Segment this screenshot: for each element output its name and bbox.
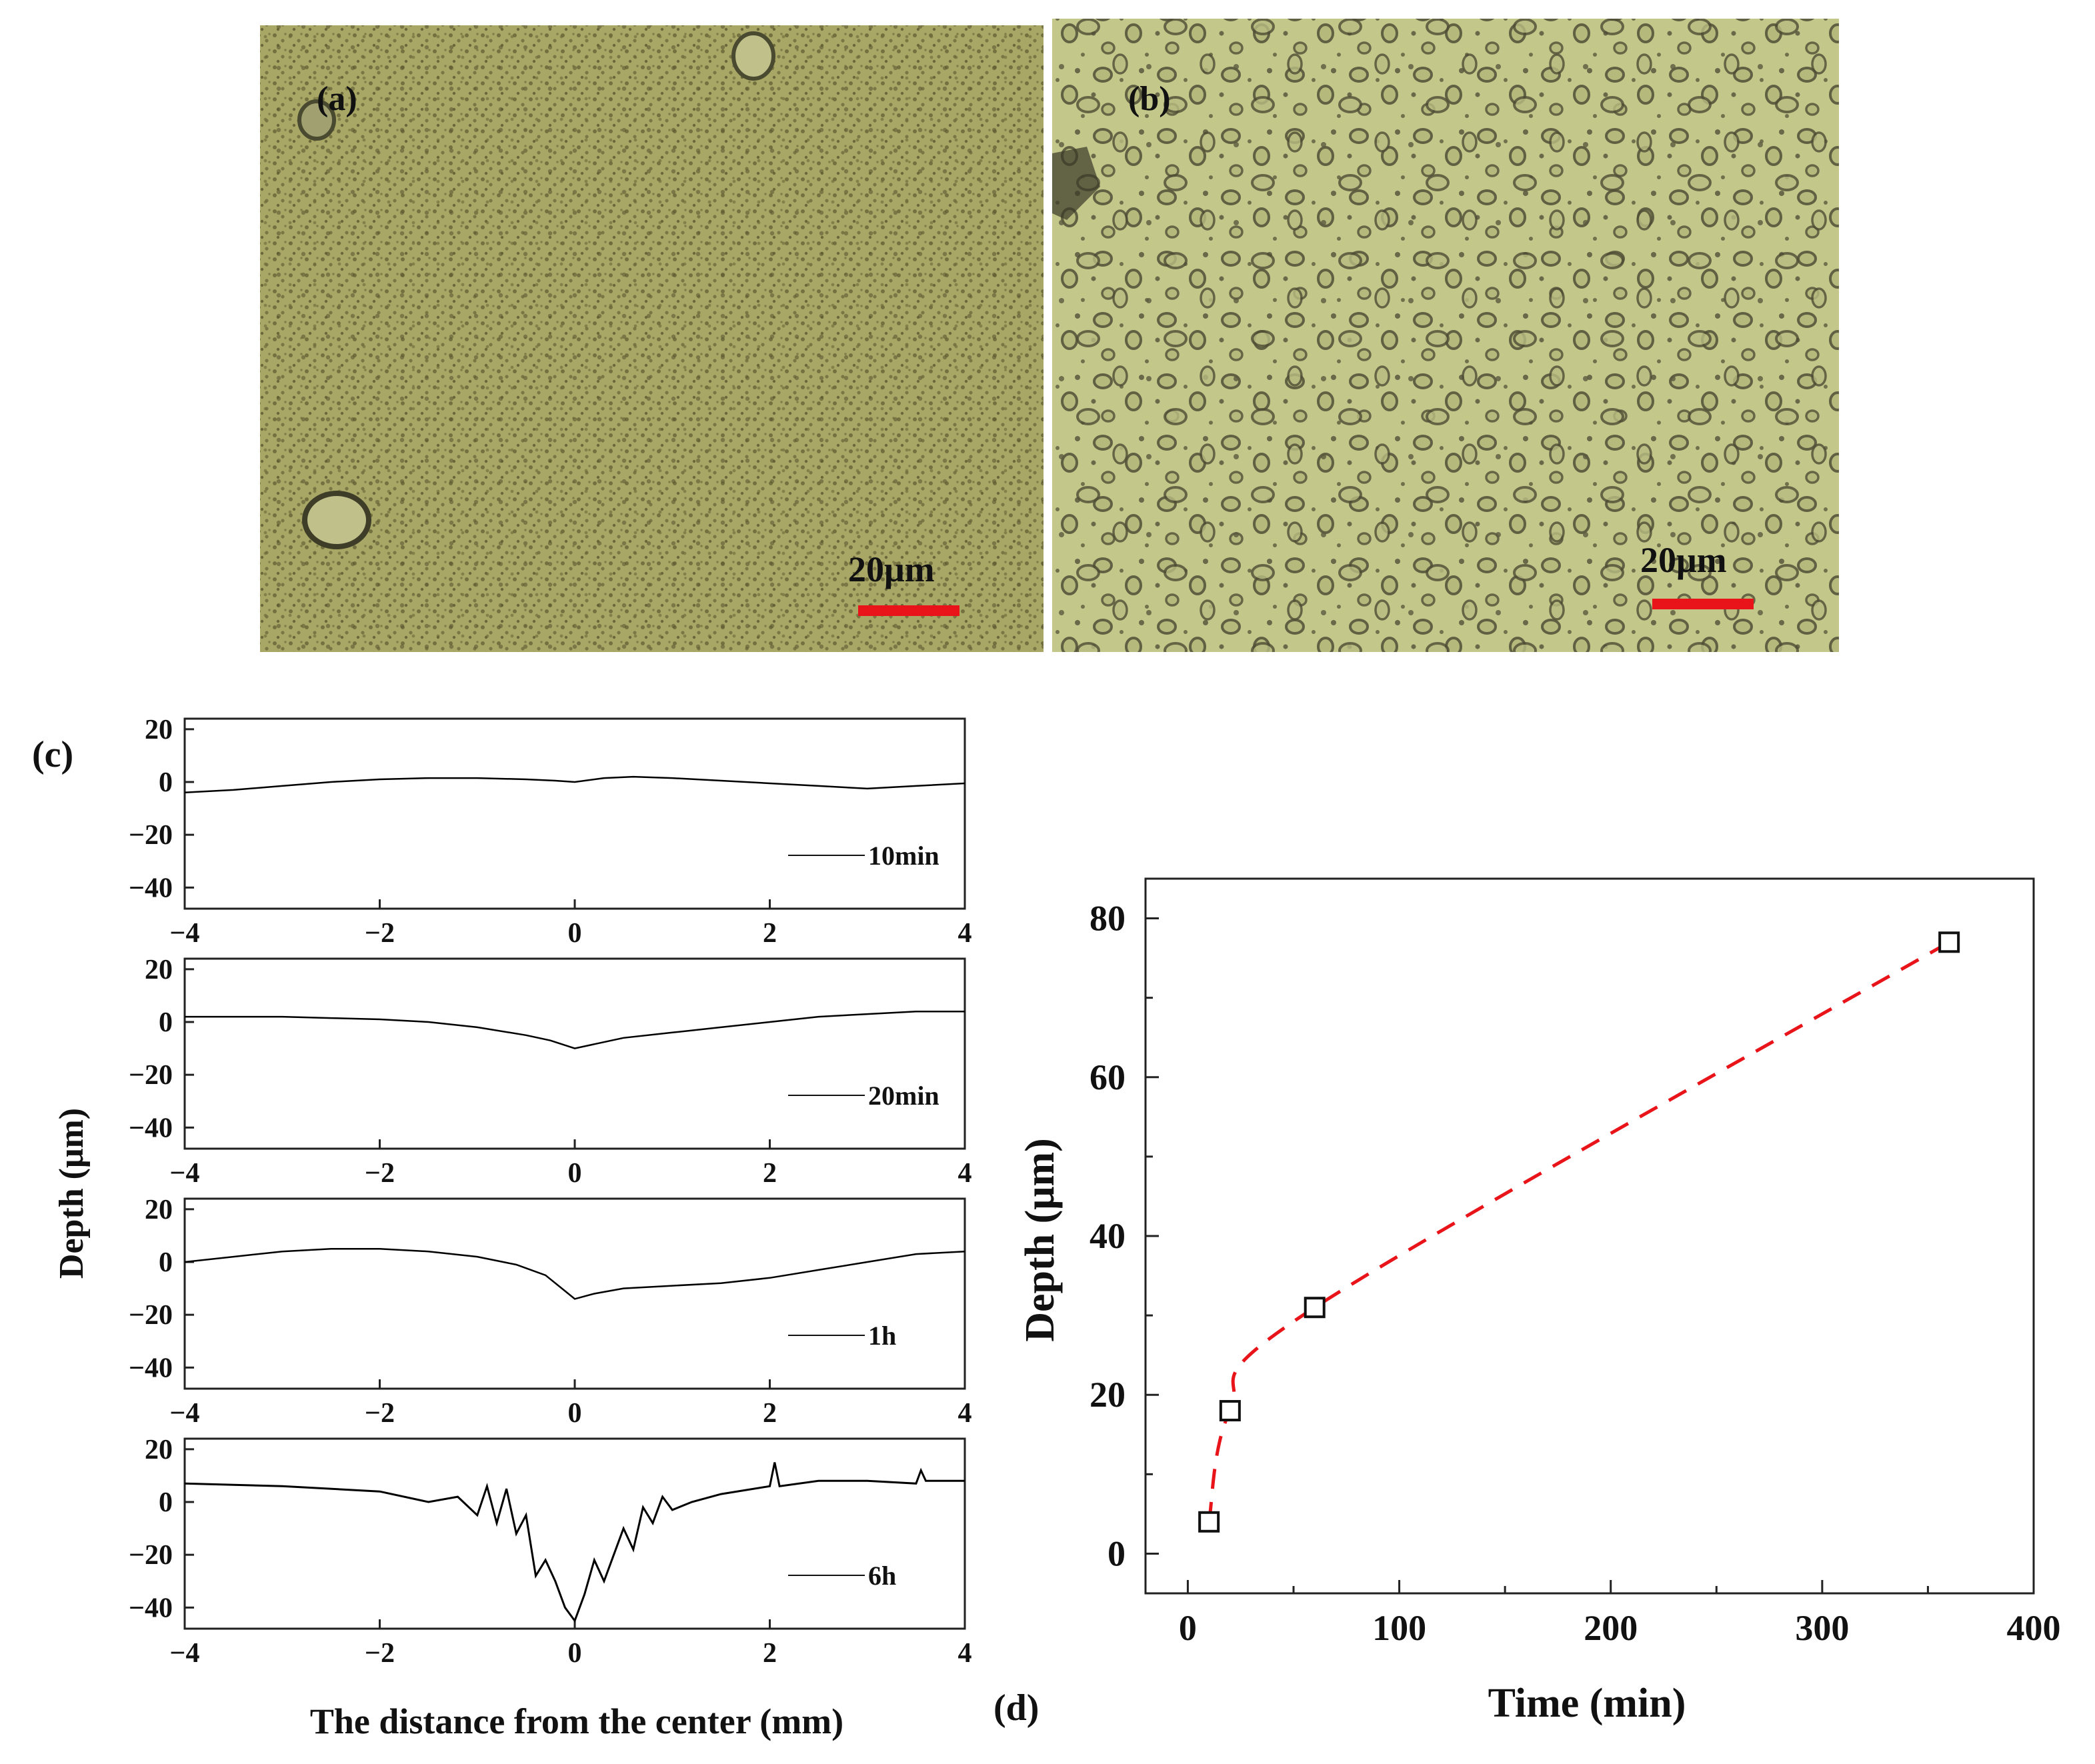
x-tick-label: −2 [365, 1158, 395, 1189]
micrograph-a-pit [297, 99, 336, 141]
x-tick-label: −2 [365, 918, 395, 949]
x-tick-label: 0 [568, 918, 582, 949]
data-point [1198, 1511, 1220, 1533]
data-point [1938, 931, 1960, 953]
fit-line [1207, 941, 1950, 1523]
x-tick-label: −2 [365, 1638, 395, 1669]
x-tick-label: 4 [958, 1638, 972, 1669]
x-tick-label: 2 [763, 918, 777, 949]
y-tick-label: −20 [129, 1060, 173, 1091]
y-tick-label: −40 [129, 1593, 173, 1623]
y-tick-label: 0 [159, 1007, 173, 1038]
panel-d-ylabel: Depth (μm) [1017, 1138, 1063, 1342]
x-tick-label: 200 [1584, 1608, 1638, 1648]
subplot-frame [183, 1437, 966, 1630]
x-tick-label: −4 [170, 1398, 200, 1429]
x-tick-label: 0 [1179, 1608, 1197, 1648]
x-tick-label: 300 [1795, 1608, 1849, 1648]
subplot-frame [183, 957, 966, 1150]
x-tick-label: 2 [763, 1158, 777, 1189]
micrograph-a-pit [302, 491, 371, 549]
x-tick-label: 100 [1372, 1608, 1426, 1648]
panel-c-xlabel: The distance from the center (mm) [310, 1701, 843, 1741]
y-tick-label: 20 [145, 1195, 173, 1225]
legend-label: 6h [868, 1561, 896, 1591]
scalebar-a-label: 20μm [848, 549, 935, 589]
panel-c-ylabel: Depth (μm) [53, 1108, 91, 1279]
y-tick-label: 0 [159, 767, 173, 798]
y-tick-label: −40 [129, 1353, 173, 1383]
legend-label: 1h [868, 1321, 896, 1351]
y-tick-label: 20 [145, 955, 173, 985]
y-tick-label: −20 [129, 820, 173, 851]
profile-series-line [184, 1462, 965, 1623]
micrograph-a: (a) 20μm [260, 25, 1043, 652]
y-tick-label: 40 [1090, 1216, 1126, 1256]
y-tick-label: −20 [129, 1540, 173, 1571]
micrograph-a-pit [731, 31, 775, 81]
scalebar-b-label: 20μm [1640, 540, 1727, 580]
scalebar-b [1652, 599, 1754, 609]
y-tick-label: 0 [159, 1247, 173, 1278]
panel-d-xlabel: Time (min) [1488, 1681, 1686, 1726]
plot-frame [1144, 877, 2035, 1595]
subplot-frame [183, 1197, 966, 1390]
y-tick-label: −40 [129, 873, 173, 903]
x-tick-label: 4 [958, 918, 972, 949]
micrograph-a-texture-2 [260, 25, 1043, 652]
y-tick-label: 20 [1090, 1375, 1126, 1415]
subplot-frame [183, 717, 966, 910]
micrograph-b: (b) 20μm [1052, 19, 1839, 652]
depth-time-chart: 0 100 200 300 400 0 20 40 60 80 [1090, 877, 2061, 1648]
micrograph-b-dark-inclusion [1052, 147, 1100, 220]
x-tick-label: 4 [958, 1158, 972, 1189]
x-tick-label: 4 [958, 1398, 972, 1429]
x-tick-label: 0 [568, 1638, 582, 1669]
x-tick-label: 0 [568, 1158, 582, 1189]
profile-series-line [184, 1247, 965, 1300]
data-point [1304, 1297, 1326, 1319]
panel-d-label: (d) [993, 1687, 1039, 1729]
y-tick-label: 20 [145, 715, 173, 745]
y-tick-label: −20 [129, 1300, 173, 1331]
x-tick-label: 0 [568, 1398, 582, 1429]
legend-label: 10min [868, 841, 939, 871]
profile-series-line [185, 1010, 965, 1049]
y-tick-label: 0 [159, 1487, 173, 1518]
panel-c-label: (c) [32, 734, 73, 775]
y-tick-label: 80 [1090, 899, 1126, 939]
scalebar-a [858, 605, 959, 616]
y-tick-label: 20 [145, 1435, 173, 1465]
x-tick-label: −4 [170, 1158, 200, 1189]
y-tick-label: 0 [1108, 1533, 1126, 1573]
profile-series-line [184, 775, 965, 794]
panel-b-label: (b) [1128, 80, 1171, 118]
x-tick-label: 2 [763, 1638, 777, 1669]
x-tick-label: 400 [2007, 1608, 2061, 1648]
x-tick-label: 2 [763, 1398, 777, 1429]
y-tick-label: −40 [129, 1113, 173, 1143]
micrograph-b-texture-2 [1052, 19, 1839, 652]
panel-a-label: (a) [317, 80, 357, 118]
legend-label: 20min [868, 1081, 939, 1111]
y-tick-label: 60 [1090, 1057, 1126, 1097]
x-tick-label: −4 [170, 918, 200, 949]
x-tick-label: −4 [170, 1638, 200, 1669]
data-point [1219, 1400, 1241, 1422]
x-tick-label: −2 [365, 1398, 395, 1429]
